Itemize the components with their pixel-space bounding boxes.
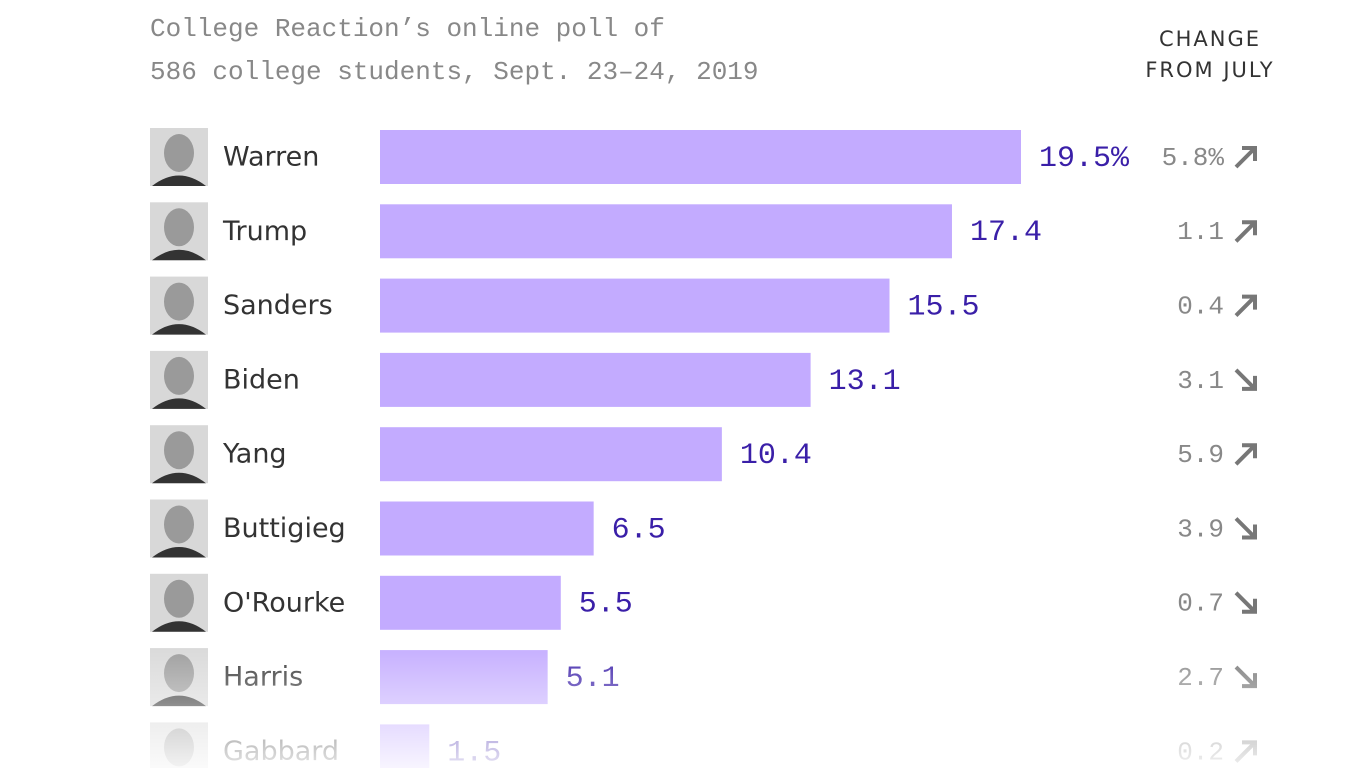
bar bbox=[380, 575, 561, 630]
category-label: Warren bbox=[223, 142, 319, 173]
photo-face bbox=[164, 134, 194, 172]
value-label: 10.4 bbox=[740, 439, 812, 473]
change-label: 5.8% bbox=[1162, 143, 1225, 173]
value-label: 17.4 bbox=[970, 216, 1042, 250]
value-label: 13.1 bbox=[829, 365, 901, 399]
change-label: 3.1 bbox=[1177, 366, 1224, 396]
category-label: Trump bbox=[222, 216, 307, 247]
photo-body bbox=[152, 324, 206, 335]
bar bbox=[380, 501, 594, 556]
arrow-up bbox=[1234, 220, 1257, 243]
category-label: Sanders bbox=[223, 290, 333, 321]
photo-face bbox=[164, 282, 194, 321]
photo-face bbox=[164, 579, 194, 618]
photo-body bbox=[152, 398, 206, 409]
photo-face bbox=[164, 208, 194, 247]
arrow-down bbox=[1234, 591, 1257, 614]
photo-body bbox=[152, 621, 206, 632]
change-label: 3.9 bbox=[1177, 514, 1224, 544]
arrow-up bbox=[1234, 146, 1257, 169]
photo-body bbox=[152, 547, 206, 558]
bar bbox=[380, 130, 1021, 184]
change-label: 1.1 bbox=[1177, 217, 1224, 247]
photo-body bbox=[152, 472, 206, 484]
arrow-down bbox=[1234, 517, 1257, 540]
value-label: 19.5% bbox=[1039, 142, 1130, 176]
category-label: O'Rourke bbox=[223, 587, 345, 618]
photo-body bbox=[152, 175, 206, 186]
change-header: CHANGE FROM JULY bbox=[1145, 27, 1275, 82]
photo-face bbox=[164, 356, 194, 395]
photo-face bbox=[164, 431, 194, 470]
photo-body bbox=[152, 249, 206, 261]
bar bbox=[380, 427, 722, 482]
arrow-up bbox=[1234, 443, 1257, 466]
bar bbox=[380, 204, 952, 259]
value-label: 6.5 bbox=[612, 513, 666, 547]
category-label: Yang bbox=[222, 439, 287, 470]
title-line: College Reaction’s online poll of bbox=[150, 14, 665, 44]
change-label: 0.7 bbox=[1177, 589, 1224, 619]
category-label: Biden bbox=[223, 364, 300, 395]
value-label: 15.5 bbox=[908, 291, 980, 325]
change-label: 5.9 bbox=[1177, 440, 1224, 470]
arrow-down bbox=[1234, 368, 1257, 391]
photo-face bbox=[164, 505, 194, 544]
category-label: Buttigieg bbox=[223, 513, 346, 544]
bar bbox=[380, 278, 890, 333]
bar bbox=[380, 352, 811, 407]
arrow-up bbox=[1234, 294, 1257, 318]
value-label: 5.5 bbox=[579, 588, 633, 622]
fade-overlay bbox=[0, 640, 1366, 768]
change-label: 0.4 bbox=[1177, 291, 1224, 321]
title-line: 586 college students, Sept. 23–24, 2019 bbox=[150, 57, 759, 87]
